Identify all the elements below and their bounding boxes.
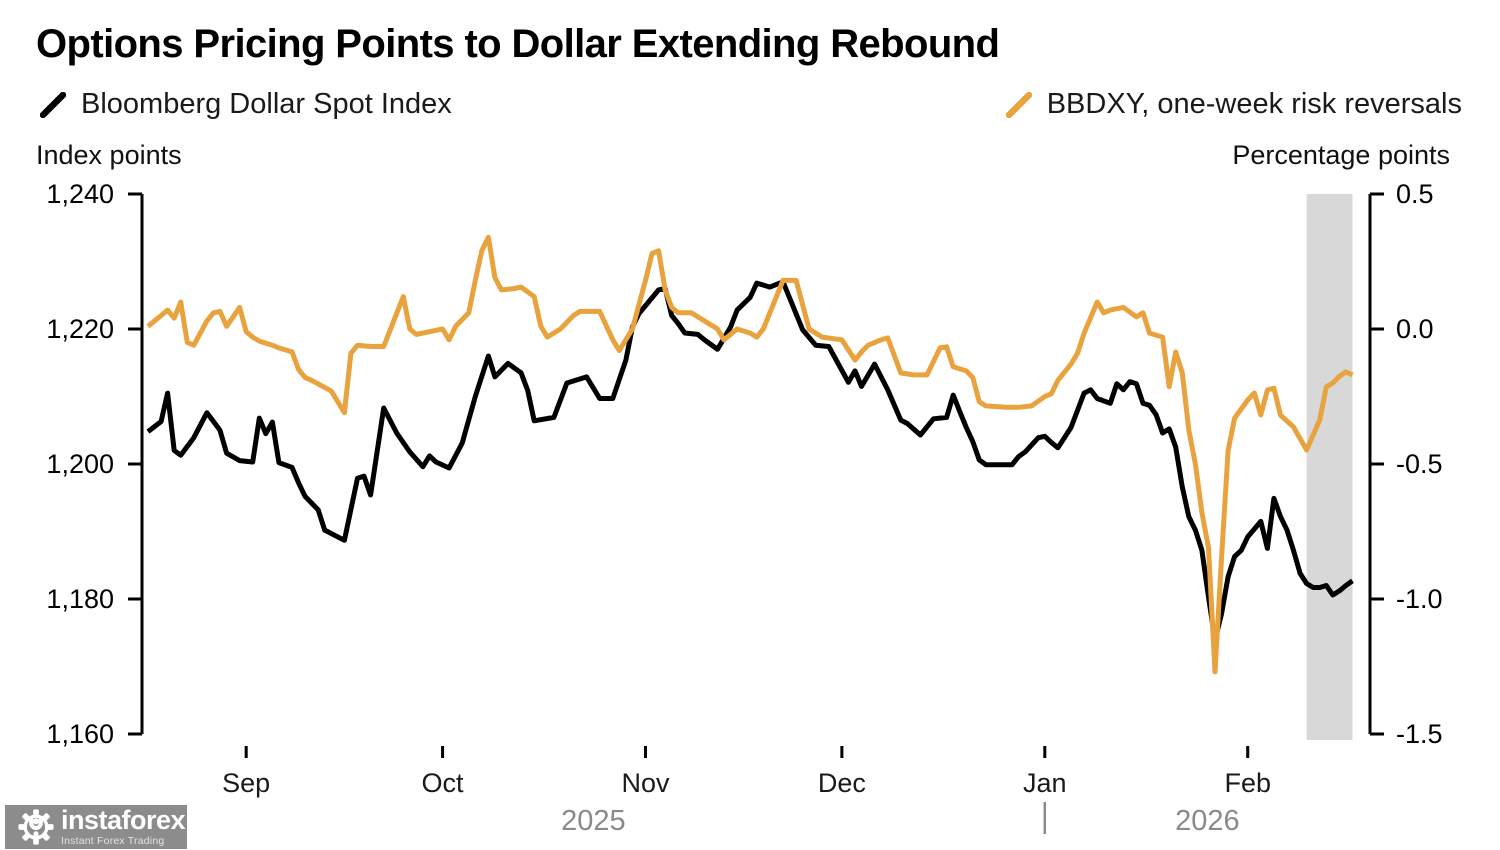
x-month-label: Dec	[818, 768, 866, 798]
legend-label-dollar-index: Bloomberg Dollar Spot Index	[81, 88, 452, 120]
watermark-tagline: Instant Forex Trading	[61, 835, 165, 848]
x-month-label: Oct	[422, 768, 465, 798]
y-right-tick-label: -1.0	[1396, 584, 1443, 614]
series-line-risk-reversals	[146, 234, 1354, 675]
x-month-label: Nov	[621, 768, 670, 798]
y-right-tick-label: -1.5	[1396, 719, 1443, 749]
y-left-tick-label: 1,200	[46, 449, 114, 479]
year-label-2025: 2025	[561, 805, 626, 837]
x-month-label: Jan	[1023, 768, 1067, 798]
legend-item-dollar-index: Bloomberg Dollar Spot Index	[40, 88, 452, 121]
y-right-tick-label: 0.0	[1396, 314, 1434, 344]
orange-slash-legend-icon	[1005, 91, 1032, 118]
watermark-brand: instaforex	[61, 805, 186, 836]
y-right-tick-label: 0.5	[1396, 179, 1434, 209]
series-line-dollar-index	[146, 279, 1354, 643]
y-left-tick-label: 1,160	[46, 719, 114, 749]
highlight-band	[1306, 194, 1353, 740]
legend-label-risk-reversals: BBDXY, one-week risk reversals	[1046, 88, 1462, 120]
year-label-2026: 2026	[1175, 805, 1240, 837]
instaforex-watermark: instaforex Instant Forex Trading	[5, 805, 187, 849]
x-month-label: Feb	[1224, 768, 1271, 798]
y-left-tick-label: 1,240	[46, 179, 114, 209]
left-axis-unit-label: Index points	[36, 140, 182, 170]
y-left-tick-label: 1,180	[46, 584, 114, 614]
legend-item-risk-reversals: BBDXY, one-week risk reversals	[1005, 88, 1462, 121]
right-axis-unit-label: Percentage points	[1232, 140, 1450, 170]
gear-person-icon	[18, 809, 54, 845]
y-left-tick-label: 1,220	[46, 314, 114, 344]
y-right-tick-label: -0.5	[1396, 449, 1443, 479]
black-slash-legend-icon	[40, 91, 66, 118]
x-month-label: Sep	[222, 768, 270, 798]
chart-title: Options Pricing Points to Dollar Extendi…	[36, 22, 1000, 66]
